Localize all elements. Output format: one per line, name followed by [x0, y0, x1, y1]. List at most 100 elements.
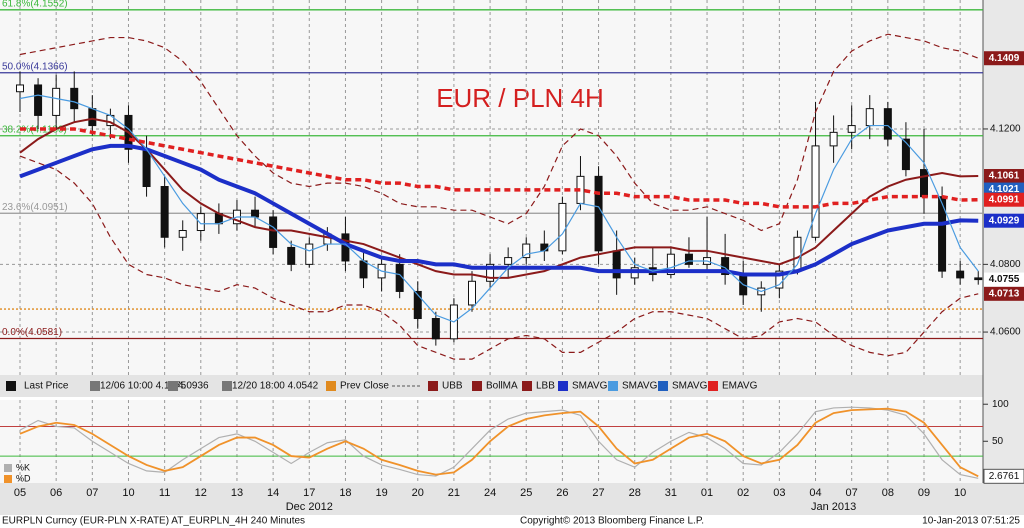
- legend-text: SMAVG: [622, 381, 658, 392]
- fib-label: 23.6%(4.0951): [2, 202, 68, 213]
- legend-text: %K: [16, 462, 30, 472]
- candle-body: [811, 145, 820, 238]
- y-tick-label: 4.0800: [990, 259, 1021, 270]
- value-box-label: 4.0755: [989, 274, 1020, 285]
- candle-body: [612, 250, 621, 279]
- legend-icon: [4, 464, 12, 472]
- x-tick-label: 24: [484, 487, 496, 499]
- legend-icon: [222, 381, 232, 391]
- oscillator-panel: [0, 400, 983, 483]
- x-tick-label: 08: [882, 487, 894, 499]
- value-box: [984, 213, 1024, 228]
- candle-body: [901, 138, 910, 171]
- x-tick-label: 28: [629, 487, 641, 499]
- legend-icon: [558, 381, 568, 391]
- x-tick-label: 07: [86, 487, 98, 499]
- candle-body: [558, 202, 567, 252]
- value-box: [983, 468, 1024, 484]
- x-tick-label: 18: [339, 487, 351, 499]
- candle-body: [413, 290, 422, 320]
- legend-text: UBB: [442, 381, 463, 392]
- candle-body: [160, 186, 169, 238]
- oscillator-line: [19, 407, 979, 478]
- x-tick-label: 06: [50, 487, 62, 499]
- candle-body: [666, 253, 675, 276]
- candle-body: [847, 125, 856, 133]
- legend-icon: [428, 381, 438, 391]
- fib-label: 61.8%(4.1552): [2, 0, 68, 9]
- x-tick-label: 21: [448, 487, 460, 499]
- legend-icon: [658, 381, 668, 391]
- y-tick-label: 50: [992, 436, 1004, 447]
- x-tick-label: 20: [412, 487, 424, 499]
- x-tick-label: 14: [267, 487, 279, 499]
- x-tick-label: 02: [737, 487, 749, 499]
- legend-icon: [90, 381, 100, 391]
- y-tick-label: 4.1200: [990, 124, 1021, 135]
- value-box-label: 2.6761: [989, 471, 1020, 482]
- legend-icon: [6, 381, 16, 391]
- x-tick-label: 17: [303, 487, 315, 499]
- legend-text: %D: [16, 473, 31, 483]
- x-tick-label: 13: [231, 487, 243, 499]
- x-tick-label: 07: [846, 487, 858, 499]
- x-axis-bar: [0, 483, 1024, 515]
- candle-body: [829, 131, 838, 147]
- candle-body: [684, 253, 693, 265]
- y-tick-label: 4.0600: [990, 327, 1021, 338]
- candle-body: [468, 280, 476, 306]
- footer-right: 10-Jan-2013 07:51:25: [922, 516, 1020, 527]
- value-box-label: 4.1021: [989, 184, 1020, 195]
- legend-text: 12/20 18:00 4.0542: [232, 381, 319, 392]
- legend-bar: [0, 375, 983, 397]
- indicator-line: [19, 155, 979, 360]
- legend-icon: [168, 381, 178, 391]
- legend-icon: [608, 381, 618, 391]
- x-tick-label: 27: [592, 487, 604, 499]
- candle-body: [431, 318, 440, 340]
- x-tick-label: 25: [520, 487, 532, 499]
- candle-body: [974, 277, 983, 281]
- oscillator-line: [19, 406, 979, 479]
- x-tick-label: 11: [159, 487, 170, 499]
- legend-text: SMAVG: [672, 381, 708, 392]
- value-box-label: 4.1409: [989, 53, 1020, 64]
- candle-body: [920, 169, 928, 198]
- candle-body: [269, 216, 278, 248]
- x-tick-label: 31: [665, 487, 677, 499]
- candle-body: [793, 236, 802, 272]
- x-tick-label: 05: [14, 487, 26, 499]
- footer-center: Copyright© 2013 Bloomberg Finance L.P.: [520, 516, 704, 527]
- candle-body: [486, 263, 495, 282]
- candle-body: [178, 230, 187, 238]
- chart-title: EUR / PLN 4H: [436, 83, 604, 113]
- fib-label: 50.0%(4.1366): [2, 61, 68, 72]
- fib-label: 0.0%(4.0581): [2, 327, 62, 338]
- candle-body: [16, 84, 24, 93]
- x-tick-label: 19: [375, 487, 387, 499]
- indicator-line: [20, 127, 979, 209]
- value-box: [984, 169, 1024, 184]
- candle-body: [287, 246, 296, 265]
- month-label: Dec 2012: [286, 501, 333, 513]
- month-label: Jan 2013: [811, 501, 856, 513]
- legend-icon: [4, 475, 12, 483]
- price-panel: [0, 0, 983, 375]
- y-tick-label: 100: [992, 399, 1009, 410]
- legend-icon: [708, 381, 718, 391]
- legend-text: BollMA: [486, 381, 518, 392]
- candle-body: [504, 257, 513, 265]
- indicator-line: [19, 143, 979, 277]
- right-axis: [983, 0, 1024, 483]
- candle-body: [305, 243, 314, 265]
- candle-body: [251, 209, 260, 218]
- value-box-label: 4.1061: [989, 171, 1020, 182]
- legend-text: EMAVG: [722, 381, 758, 392]
- candle-body: [359, 260, 368, 279]
- value-box: [984, 192, 1024, 207]
- x-tick-label: 01: [701, 487, 713, 499]
- value-box: [984, 272, 1024, 287]
- legend-text: LBB: [536, 381, 555, 392]
- legend-text: Last Price: [24, 381, 69, 392]
- value-box-label: 4.0991: [989, 194, 1020, 205]
